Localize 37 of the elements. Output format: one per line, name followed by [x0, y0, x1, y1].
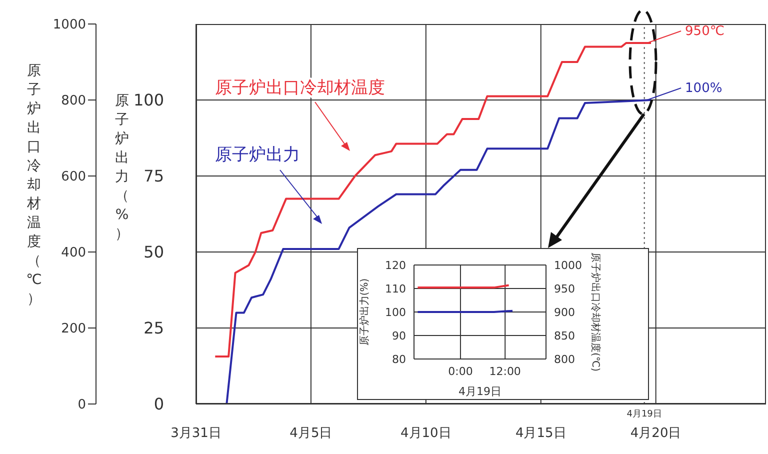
- annotation: 100%: [685, 81, 722, 96]
- x-tick-label: 4月5日: [290, 426, 332, 442]
- text: 原子炉出口冷却材温度（℃）: [26, 63, 42, 307]
- text: 原子炉出力: [215, 145, 300, 165]
- x-tick-label: 4月20日: [630, 426, 682, 442]
- x-tick-label: 4月10日: [400, 426, 452, 442]
- y2-tick-label: 850: [554, 329, 575, 342]
- y2-tick-label: 900: [554, 306, 575, 319]
- y2-tick-label: 950: [554, 282, 575, 296]
- y-tick-label: 80: [392, 352, 406, 366]
- x-tick-label: 0:00: [448, 364, 473, 378]
- y-tick-label: 600: [61, 170, 86, 185]
- y2-tick-label: 100: [133, 90, 164, 110]
- y-tick-label: 200: [61, 322, 86, 337]
- x-axis-title: 4月19日: [458, 385, 502, 398]
- y-tick-label: 1000: [52, 18, 86, 33]
- y-tick-label: 110: [385, 282, 406, 296]
- x-tick-label: 3月31日: [170, 426, 222, 442]
- y-tick-label: 120: [385, 258, 406, 272]
- y2-tick-label: 800: [554, 352, 575, 366]
- y2-axis-title: 原子炉出力（%）: [114, 92, 130, 244]
- y-axis-title: 原子炉出力(%): [358, 278, 371, 346]
- y2-tick-label: 0: [154, 394, 164, 414]
- y-tick-label: 800: [61, 94, 86, 109]
- y2-tick-label: 75: [144, 166, 164, 186]
- y-tick-label: 90: [392, 329, 406, 342]
- y2-tick-label: 1000: [554, 258, 582, 272]
- x-tick-label: 4月15日: [515, 426, 566, 442]
- y-tick-label: 100: [385, 306, 406, 319]
- y2-tick-label: 25: [144, 318, 164, 338]
- y-tick-label: 0: [78, 398, 86, 413]
- y-tick-label: 400: [61, 246, 86, 261]
- ref-line-label: 4月19日: [626, 409, 662, 420]
- x-tick-label: 12:00: [489, 364, 521, 378]
- y2-tick-label: 50: [144, 242, 164, 262]
- annotation: 950℃: [685, 24, 724, 39]
- y2-axis-title: 原子炉出口冷却材温度(℃): [589, 252, 602, 372]
